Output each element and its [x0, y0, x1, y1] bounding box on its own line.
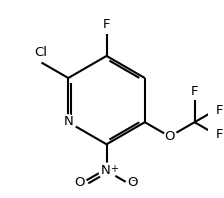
Text: F: F	[191, 85, 198, 98]
Text: O: O	[127, 176, 138, 189]
Text: N: N	[101, 164, 110, 177]
Text: N: N	[63, 115, 73, 128]
Text: -: -	[132, 175, 136, 185]
Text: O: O	[164, 130, 175, 143]
Text: F: F	[216, 128, 223, 141]
Text: O: O	[74, 176, 85, 189]
Text: F: F	[216, 104, 223, 117]
Text: +: +	[110, 164, 118, 174]
Text: Cl: Cl	[34, 46, 47, 59]
Text: F: F	[103, 18, 110, 31]
